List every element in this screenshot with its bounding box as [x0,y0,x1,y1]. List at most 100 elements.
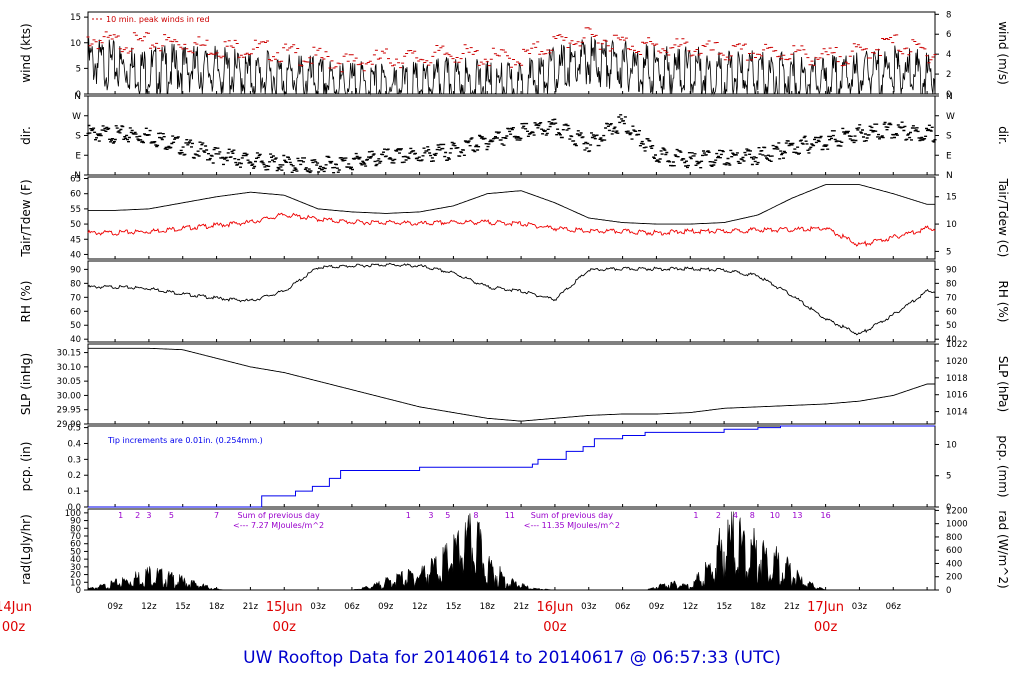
ytick-right-label-slp: 1016 [946,391,968,401]
ytick-right-label-slp: 1022 [946,340,968,350]
ytick-label-dir: N [74,171,81,181]
ytick-label-rad: 50 [70,547,81,557]
series-wind-avg [87,36,936,96]
ytick-label-wind: 15 [70,13,81,23]
rad-hour-label: 10 [770,511,780,520]
ytick-label-temp: 50 [70,220,81,230]
series-wind-peak [86,27,937,73]
ytick-label-rad: 100 [65,509,81,519]
ytick-right-label-rh: 90 [946,265,957,275]
hour-tick-label: 18z [480,602,496,612]
ytick-label-pcp: 0.0 [67,503,81,513]
hour-tick-label: 18z [750,602,766,612]
ytick-label-temp: 40 [70,250,81,260]
footer-title: UW Rooftop Data for 20140614 to 20140617… [243,648,781,668]
ytick-right-label-wind: 6 [946,30,951,40]
ytick-right-label-dir: S [946,132,952,142]
ytick-right-label-rad: 1200 [946,506,968,516]
panel-frame-dir [87,95,936,176]
ytick-label-rad: 60 [70,540,81,550]
ytick-right-label-slp: 1020 [946,357,968,367]
ytick-label-rad: 40 [70,555,81,565]
ytick-right-label-dir: W [946,112,955,122]
series-radiation [87,511,935,591]
hour-tick-label: 09z [378,602,394,612]
series-slp-0 [88,347,935,422]
ytick-right-label-rh: 50 [946,321,957,331]
rad-hour-label: 2 [716,511,721,520]
rad-hour-label: 1 [693,511,698,520]
ylabel-rh: RH (%) [19,281,33,323]
hour-tick-label: 15z [175,602,191,612]
ytick-label-temp: 65 [70,175,81,185]
ytick-right-label-temp: 10 [946,220,957,230]
ylabel-right-wind: wind (m/s) [996,21,1010,85]
ytick-right-label-rad: 600 [946,546,962,556]
ytick-right-label-rh: 40 [946,335,957,345]
rad-hour-label: 11 [505,511,515,520]
ytick-label-temp: 60 [70,190,81,200]
hour-tick-label: 09z [107,602,123,612]
ytick-right-label-pcp: 10 [946,440,957,450]
ytick-right-label-slp: 1014 [946,408,968,418]
panel-frame-pcp [87,425,936,508]
ytick-label-dir: E [75,151,81,161]
ytick-label-rad: 10 [70,578,81,588]
series-wind-direction [86,114,937,174]
day-label: 15Jun [266,600,303,615]
rad-hour-label: 8 [473,511,478,520]
panel-frame-rh [87,260,936,343]
hour-tick-label: 12z [683,602,699,612]
hour-tick-label: 18z [209,602,225,612]
ytick-label-pcp: 0.4 [67,439,81,449]
ytick-label-rad: 30 [70,563,81,573]
ytick-label-slp: 30.10 [57,363,81,373]
ylabel-right-rh: RH (%) [996,281,1010,323]
ylabel-pcp: pcp. (in) [19,442,33,492]
rad-note-line1: Sum of previous day [238,511,320,520]
rad-note-line1: Sum of previous day [531,511,613,520]
ytick-right-label-rh: 70 [946,293,957,303]
hour-tick-label: 15z [716,602,732,612]
day-hour-label: 00z [2,620,26,635]
day-label: 16Jun [536,600,573,615]
ytick-right-label-wind: 2 [946,70,951,80]
hour-tick-label: 03z [310,602,326,612]
hour-tick-label: 06z [886,602,902,612]
series-rh-0 [87,262,936,336]
ytick-label-slp: 30.05 [57,377,81,387]
series-temp-Tair [88,184,935,225]
rad-hour-label: 5 [169,511,174,520]
ylabel-right-dir: dir. [996,126,1010,145]
ytick-label-slp: 30.15 [57,349,81,359]
rad-hour-label: 3 [428,511,433,520]
hour-tick-label: 09z [649,602,665,612]
ytick-label-rh: 50 [70,321,81,331]
rad-hour-label: 16 [821,511,831,520]
ytick-right-label-temp: 5 [946,247,951,257]
ytick-right-label-rad: 800 [946,533,962,543]
ytick-right-label-wind: 8 [946,10,951,20]
ytick-label-rh: 80 [70,279,81,289]
panel-frame-slp [87,343,936,425]
ytick-right-label-pcp: 5 [946,472,951,482]
ytick-label-rad: 90 [70,517,81,527]
ytick-label-slp: 29.90 [57,420,81,430]
ytick-right-label-slp: 1018 [946,374,968,384]
ytick-label-wind: 10 [70,39,81,49]
panel-frame-rad [87,508,936,591]
ytick-label-dir: W [72,112,81,122]
ytick-right-label-wind: 0 [946,90,951,100]
ylabel-right-pcp: pcp. (mm) [996,435,1010,497]
ytick-right-label-rad: 200 [946,573,962,583]
ytick-label-wind: 0 [76,90,81,100]
rad-hour-label: 1 [118,511,123,520]
ylabel-right-temp: Tair/Tdew (C) [996,178,1010,258]
annotation-precip: Tip increments are 0.01in. (0.254mm.) [107,436,263,445]
ytick-label-temp: 55 [70,205,81,215]
ytick-label-slp: 29.95 [57,406,81,416]
ylabel-rad: rad(Lgly/hr) [19,514,33,585]
ytick-label-pcp: 0.1 [67,487,81,497]
hour-tick-label: 15z [446,602,462,612]
annotation-wind: 10 min. peak winds in red [106,15,210,24]
